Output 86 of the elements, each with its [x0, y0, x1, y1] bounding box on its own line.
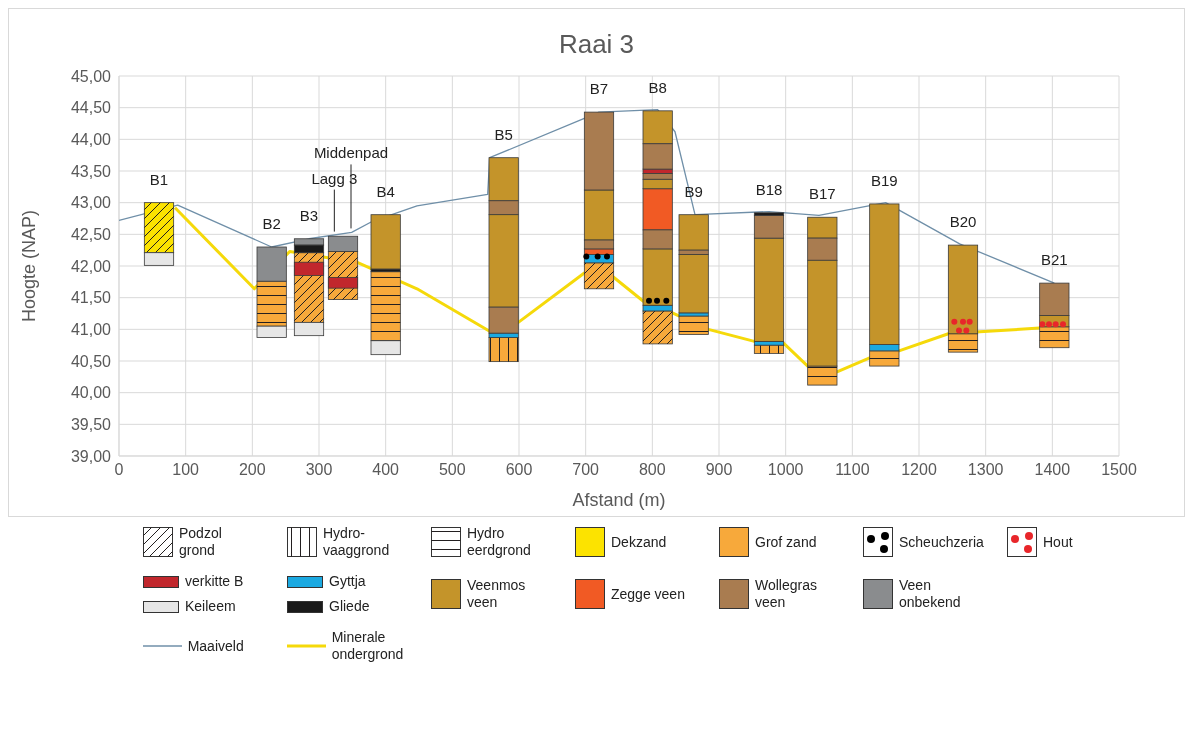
point [604, 253, 610, 260]
x-tick-label: 800 [638, 461, 666, 479]
y-tick-label: 43,50 [70, 162, 112, 180]
annotation: B17 [808, 185, 836, 203]
y-tick-label: 43,00 [70, 194, 112, 212]
annotation: B3 [299, 206, 319, 224]
point [646, 297, 652, 304]
legend-label: Veen onbekend [899, 577, 962, 611]
y-tick-label: 41,00 [70, 321, 112, 339]
legend-label: Zegge veen [611, 585, 686, 603]
x-tick-label: 0 [114, 461, 124, 479]
y-tick-label: 39,00 [70, 447, 112, 465]
annotation: B19 [870, 171, 898, 189]
bar [293, 261, 325, 276]
legend-label: Veenmos veen [467, 577, 527, 611]
x-tick-label: 600 [505, 461, 533, 479]
point [1052, 321, 1059, 328]
annotation: B9 [684, 182, 703, 200]
bar [678, 254, 709, 314]
point [951, 318, 958, 325]
bar [327, 277, 359, 289]
legend-label: Hydro-vaaggrond [323, 525, 391, 559]
y-tick-label: 42,00 [70, 257, 112, 275]
y-tick-label: 40,50 [70, 352, 112, 370]
point [583, 253, 590, 260]
x-tick-label: 1500 [1101, 461, 1137, 479]
point [663, 297, 670, 304]
x-tick-label: 700 [572, 461, 600, 479]
legend-label: Keileem [185, 598, 237, 615]
annotation: B7 [589, 80, 609, 98]
point [1039, 321, 1046, 328]
point [1060, 321, 1066, 328]
y-tick-label: 44,50 [70, 99, 112, 117]
annotation: B2 [262, 215, 281, 232]
point [960, 318, 966, 325]
point [654, 297, 660, 304]
x-tick-label: 1200 [901, 461, 937, 479]
x-tick-label: 900 [705, 461, 733, 479]
x-tick-label: 300 [305, 461, 333, 479]
x-tick-label: 1100 [835, 461, 870, 479]
annotation: B21 [1040, 251, 1068, 269]
y-tick-label: 44,00 [70, 131, 112, 149]
legend-label: Hout [1043, 533, 1074, 551]
y-axis-title: Hoogte (NAP) [19, 209, 40, 323]
bar [947, 244, 979, 335]
x-tick-label: 200 [238, 461, 266, 479]
bar [293, 321, 325, 337]
annotation: B8 [648, 78, 667, 96]
legend-label: Hydro eerdgrond [467, 525, 532, 559]
y-tick-label: 45,00 [70, 67, 112, 85]
annotation: Middenpad [313, 144, 389, 162]
y-tick-label: 42,50 [70, 226, 112, 244]
annotation: Lagg 3 [311, 169, 358, 187]
x-tick-label: 400 [372, 461, 400, 479]
point [594, 253, 601, 260]
legend-label: verkitte B [185, 573, 245, 590]
y-tick-label: 40,00 [70, 384, 112, 402]
x-tick-label: 1300 [967, 461, 1004, 479]
y-tick-label: 41,50 [70, 289, 112, 307]
annotation: B18 [755, 180, 783, 198]
bar [678, 214, 709, 251]
x-axis-title: Afstand (m) [572, 490, 666, 510]
legend-label: Maaiveld [187, 637, 245, 655]
point [963, 327, 970, 334]
y-tick-label: 39,50 [70, 416, 112, 434]
point [966, 318, 973, 325]
x-tick-label: 1000 [767, 461, 804, 479]
legend-label: Wollegras veen [755, 577, 818, 611]
legend-label: Gyttja [329, 573, 367, 590]
chart-title: Raai 3 [557, 29, 636, 60]
legend-label: Dekzand [611, 533, 668, 551]
point [956, 327, 962, 334]
legend-label: Minerale ondergrond [331, 629, 405, 663]
annotation: B5 [494, 125, 513, 143]
point [1046, 321, 1052, 328]
annotation: B20 [949, 213, 977, 231]
legend-label: Podzol grond [179, 525, 223, 559]
legend-label: Grof zand [755, 533, 818, 551]
legend-label: Scheuchzeria [899, 533, 984, 551]
bar [143, 252, 175, 266]
annotation: B4 [376, 182, 395, 200]
x-tick-label: 1400 [1034, 461, 1071, 479]
annotation: B1 [149, 170, 169, 188]
x-tick-label: 500 [438, 461, 466, 479]
x-tick-label: 100 [172, 461, 200, 479]
legend-label: Gliede [329, 598, 371, 615]
